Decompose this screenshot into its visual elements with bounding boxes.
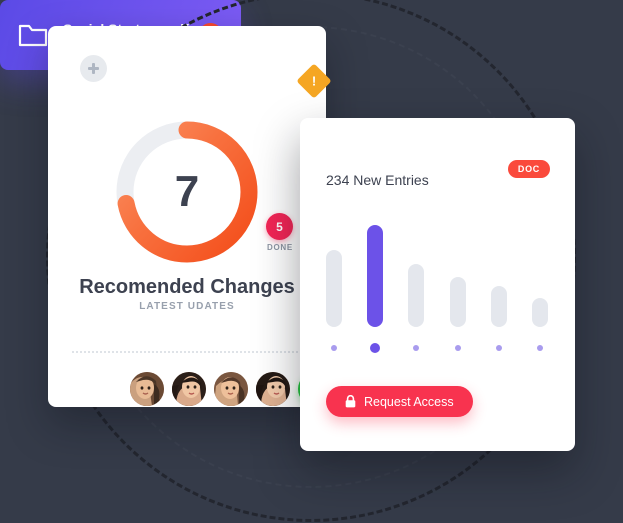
gauge-value: 7 bbox=[174, 167, 200, 216]
add-button[interactable] bbox=[80, 55, 107, 82]
avatar[interactable] bbox=[214, 372, 248, 406]
chart-title: 234 New Entries bbox=[326, 172, 429, 188]
plus-icon bbox=[92, 63, 95, 74]
avatar[interactable] bbox=[172, 372, 206, 406]
bar-chart bbox=[326, 205, 548, 327]
card-title: Recomended Changes bbox=[79, 276, 295, 298]
bar bbox=[408, 264, 425, 327]
avatar[interactable] bbox=[256, 372, 290, 406]
done-label: DONE bbox=[267, 243, 293, 252]
done-count-badge: 5 bbox=[266, 213, 293, 240]
bar-indicator-dot[interactable] bbox=[454, 345, 461, 351]
bar bbox=[326, 250, 342, 327]
bar-indicator-dot[interactable] bbox=[495, 345, 502, 351]
avatar[interactable] bbox=[130, 372, 164, 406]
folder-icon bbox=[18, 24, 48, 47]
progress-gauge: 7 bbox=[109, 114, 265, 270]
bar bbox=[449, 277, 466, 327]
bar-indicator-dot[interactable] bbox=[331, 345, 337, 351]
avatar-group bbox=[130, 372, 332, 406]
bar bbox=[532, 298, 548, 327]
bar bbox=[367, 225, 384, 327]
entries-chart-card: 234 New Entries DOC Request Access bbox=[300, 118, 575, 451]
request-access-label: Request Access bbox=[364, 394, 454, 409]
bar-indicator-dot[interactable] bbox=[537, 345, 543, 351]
lock-icon bbox=[345, 395, 356, 408]
doc-badge: DOC bbox=[507, 160, 550, 178]
card-subtitle: LATEST UDATES bbox=[139, 301, 235, 312]
bar bbox=[490, 286, 507, 327]
divider bbox=[72, 351, 302, 354]
bar-indicator-dot[interactable] bbox=[370, 343, 381, 353]
request-access-button[interactable]: Request Access bbox=[326, 386, 473, 417]
bar-chart-indicators bbox=[326, 342, 548, 354]
recommended-changes-card: ! 7 5 DONE Recomended Changes LATEST UDA… bbox=[48, 26, 332, 407]
bar-indicator-dot[interactable] bbox=[413, 345, 420, 351]
warning-exclamation-glyph: ! bbox=[311, 73, 317, 89]
